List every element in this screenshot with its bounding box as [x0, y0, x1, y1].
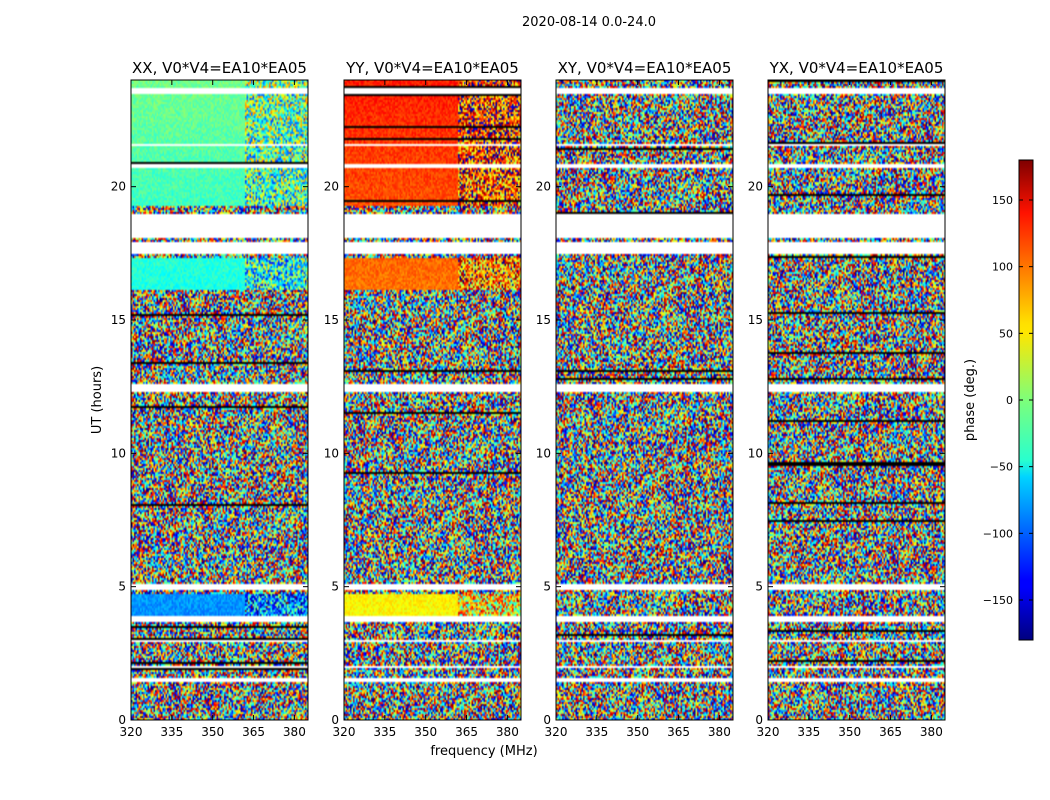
x-tick-label: 350 — [414, 725, 437, 739]
x-tick-label: 350 — [626, 725, 649, 739]
y-tick-label: 15 — [748, 313, 763, 327]
y-tick-label: 20 — [748, 180, 763, 194]
panel-heatmap — [131, 80, 308, 720]
y-tick-label: 5 — [331, 580, 339, 594]
colorbar-label: phase (deg.) — [963, 359, 978, 441]
x-tick-label: 365 — [879, 725, 902, 739]
x-tick-label: 380 — [496, 725, 519, 739]
y-tick-label: 5 — [118, 580, 126, 594]
x-tick-label: 335 — [373, 725, 396, 739]
y-tick-label: 0 — [118, 713, 126, 727]
panel-title: YX, V0*V4=EA10*EA05 — [769, 59, 944, 77]
x-tick-label: 335 — [585, 725, 608, 739]
x-tick-label: 365 — [242, 725, 265, 739]
y-tick-label: 0 — [543, 713, 551, 727]
x-tick-label: 380 — [920, 725, 943, 739]
colorbar-tick-label: 100 — [992, 261, 1013, 274]
panel-frame — [555, 79, 734, 721]
y-tick-label: 5 — [543, 580, 551, 594]
x-axis-label: frequency (MHz) — [430, 744, 537, 759]
colorbar-tick-label: −150 — [983, 594, 1013, 607]
x-tick-label: 320 — [333, 725, 356, 739]
x-tick-label: 350 — [838, 725, 861, 739]
y-tick-label: 10 — [324, 446, 339, 460]
y-tick-label: 10 — [111, 446, 126, 460]
panel-frame — [130, 79, 309, 721]
y-tick-label: 0 — [331, 713, 339, 727]
x-tick-label: 320 — [757, 725, 780, 739]
panel-heatmap — [556, 80, 733, 720]
colorbar-tick-label: −50 — [990, 461, 1013, 474]
figure-suptitle: 2020-08-14 0.0-24.0 — [522, 15, 656, 30]
panel-title: XX, V0*V4=EA10*EA05 — [132, 59, 307, 77]
y-tick-label: 10 — [536, 446, 551, 460]
x-tick-label: 380 — [708, 725, 731, 739]
x-tick-label: 365 — [455, 725, 478, 739]
panel-title: XY, V0*V4=EA10*EA05 — [558, 59, 732, 77]
panels-group: XX, V0*V4=EA10*EA05 320 335 350 365 380 0 5 10 15… — [111, 59, 946, 739]
x-tick-label: 320 — [545, 725, 568, 739]
x-tick-label: 380 — [283, 725, 306, 739]
panel-title: YY, V0*V4=EA10*EA05 — [345, 59, 519, 77]
y-tick-label: 15 — [111, 313, 126, 327]
panel-1: XX, V0*V4=EA10*EA05 320 335 350 365 380 0 5 10 15… — [111, 59, 309, 739]
y-axis-label: UT (hours) — [90, 366, 105, 434]
panel-heatmap — [344, 80, 521, 720]
panel-frame — [767, 79, 946, 721]
colorbar-tick-label: 0 — [1006, 394, 1013, 407]
x-tick-label: 350 — [201, 725, 224, 739]
y-tick-label: 20 — [111, 180, 126, 194]
y-tick-label: 5 — [755, 580, 763, 594]
colorbar-tick-label: 50 — [999, 327, 1013, 340]
panel-heatmap — [768, 80, 945, 720]
y-tick-label: 15 — [324, 313, 339, 327]
y-tick-label: 15 — [536, 313, 551, 327]
x-tick-label: 335 — [160, 725, 183, 739]
y-tick-label: 20 — [324, 180, 339, 194]
panel-3: XY, V0*V4=EA10*EA05 320 335 350 365 380 0 5 10 15… — [536, 59, 734, 739]
x-tick-label: 335 — [797, 725, 820, 739]
colorbar: −150 −100 −50 0 50 100 150 phase (deg.) — [963, 159, 1034, 641]
panel-2: YY, V0*V4=EA10*EA05 320 335 350 365 380 0 5 10 15… — [324, 59, 522, 739]
panel-4: YX, V0*V4=EA10*EA05 320 335 350 365 380 0 5 10 15… — [748, 59, 946, 739]
panel-frame — [343, 79, 522, 721]
colorbar-tick-label: −100 — [983, 527, 1013, 540]
y-tick-label: 0 — [755, 713, 763, 727]
x-tick-label: 365 — [667, 725, 690, 739]
y-tick-label: 10 — [748, 446, 763, 460]
colorbar-tick-label: 150 — [992, 194, 1013, 207]
x-tick-label: 320 — [120, 725, 143, 739]
y-tick-label: 20 — [536, 180, 551, 194]
